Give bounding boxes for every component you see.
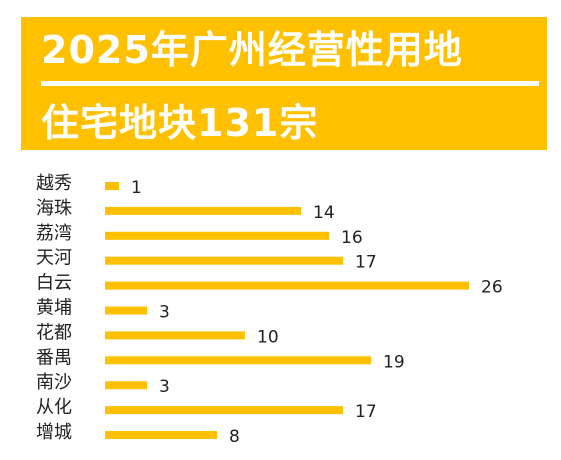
data-label: 14 [313, 203, 335, 223]
category-label: 增城 [36, 422, 72, 443]
category-label: 越秀 [36, 173, 72, 194]
data-label: 17 [355, 253, 377, 273]
bar [105, 381, 147, 390]
bar [105, 206, 301, 215]
data-label: 19 [383, 352, 405, 372]
category-label: 从化 [36, 397, 72, 418]
data-label: 10 [257, 327, 279, 347]
data-label: 17 [355, 402, 377, 422]
bar [105, 406, 343, 415]
title-banner: 2025年广州经营性用地 住宅地块131宗 [21, 17, 547, 150]
category-label: 海珠 [36, 198, 72, 219]
chart-title-line-2: 住宅地块131宗 [41, 101, 319, 145]
data-label: 16 [341, 228, 363, 248]
category-label: 南沙 [36, 372, 72, 393]
chart-title-line-1: 2025年广州经营性用地 [41, 28, 463, 72]
data-label: 26 [481, 278, 503, 298]
data-label: 3 [159, 377, 170, 397]
bar [105, 182, 119, 190]
data-label: 1 [131, 178, 142, 198]
bar [105, 231, 329, 240]
bar [105, 431, 217, 439]
category-label: 白云 [36, 273, 72, 294]
bar [105, 331, 245, 340]
bar [105, 281, 469, 290]
category-label: 荔湾 [36, 223, 72, 244]
bar [105, 256, 343, 265]
bar [105, 306, 147, 315]
data-label: 3 [159, 303, 170, 323]
bar [105, 356, 371, 365]
category-label: 花都 [36, 322, 72, 343]
category-label: 天河 [36, 248, 72, 269]
category-label: 黄埔 [36, 298, 72, 319]
title-divider [41, 81, 539, 86]
data-label: 8 [229, 427, 240, 447]
category-label: 番禺 [36, 347, 72, 368]
